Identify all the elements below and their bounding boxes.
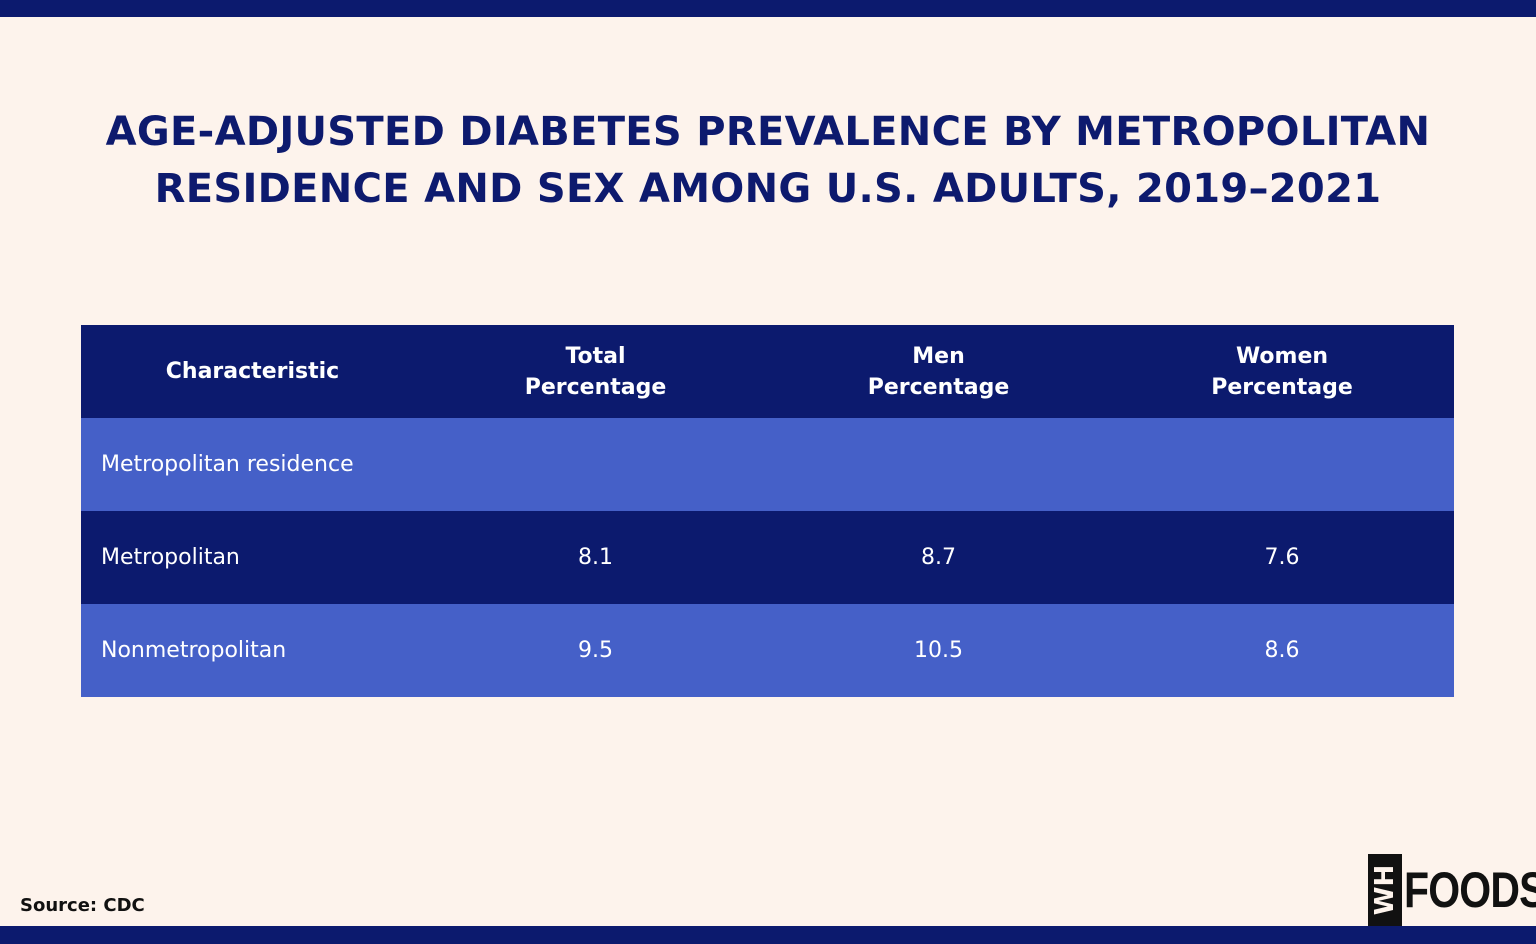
logo: WH FOODS: [1368, 854, 1536, 926]
logo-mark-box: WH: [1368, 854, 1402, 926]
value-cell: 10.5: [914, 638, 963, 663]
value-cell: 8.7: [921, 545, 956, 570]
logo-name: FOODS: [1404, 862, 1536, 918]
header-text: Women Percentage: [1211, 343, 1353, 400]
bottom-bar: [0, 926, 1536, 944]
header-cell: Total Percentage: [424, 325, 767, 418]
data-row: Nonmetropolitan 9.5 10.5 8.6: [81, 604, 1454, 697]
section-row: Metropolitan residence: [81, 418, 1454, 511]
header-text: Characteristic: [165, 359, 340, 384]
header-cell: Characteristic: [81, 325, 424, 418]
logo-mark: WH: [1370, 864, 1401, 916]
title: AGE-ADJUSTED DIABETES PREVALENCE BY METR…: [105, 109, 1431, 212]
header-text: Men Percentage: [867, 343, 1010, 400]
data-row: Metropolitan 8.1 8.7 7.6: [81, 511, 1454, 604]
header-text: Total Percentage: [524, 343, 667, 400]
value-cell: 9.5: [578, 638, 613, 663]
section-cell: Metropolitan residence: [101, 452, 354, 477]
header-cell: Women Percentage: [1110, 325, 1454, 418]
row-label: Nonmetropolitan: [101, 638, 287, 663]
empty-cell: [424, 418, 767, 511]
source: Source: CDC: [20, 895, 145, 916]
value-cell: 7.6: [1264, 545, 1300, 570]
header-cell: Men Percentage: [767, 325, 1110, 418]
data-table: Characteristic Total Percentage Men Percen…: [81, 325, 1454, 697]
empty-cell: [767, 418, 1110, 511]
row-label: Metropolitan: [101, 545, 240, 570]
top-bar: [0, 0, 1536, 17]
value-cell: 8.1: [578, 545, 613, 570]
value-cell: 8.6: [1264, 638, 1300, 663]
header-row: Characteristic Total Percentage Men Percen…: [81, 325, 1454, 418]
empty-cell: [1110, 418, 1454, 511]
